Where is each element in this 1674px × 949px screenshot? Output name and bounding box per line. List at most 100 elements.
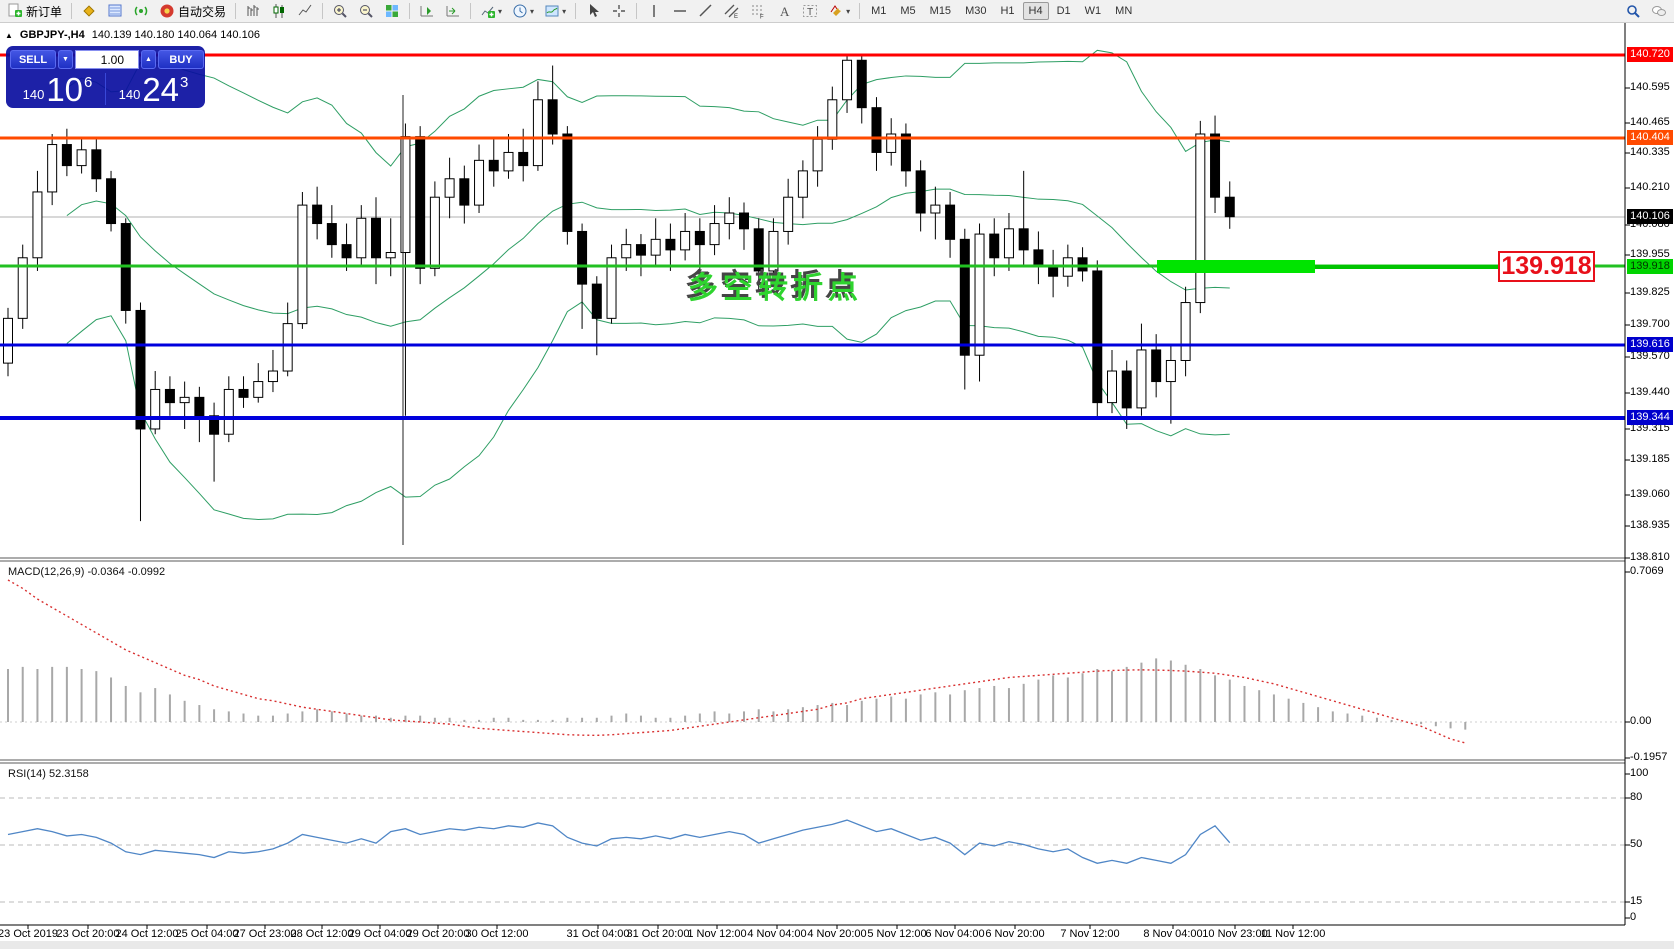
candlestick-button[interactable] xyxy=(267,1,291,21)
svg-text:T: T xyxy=(807,7,813,18)
candle xyxy=(32,170,43,271)
autotrade-button[interactable]: 自动交易 xyxy=(155,1,230,21)
template-icon xyxy=(544,3,560,19)
price-tag: 139.344 xyxy=(1627,410,1673,425)
auto-scroll-button[interactable] xyxy=(441,1,465,21)
candle xyxy=(91,139,102,192)
trendline-button[interactable] xyxy=(694,1,718,21)
navigator-button[interactable] xyxy=(129,1,153,21)
rsi-indicator-label: RSI(14) 52.3158 xyxy=(8,768,89,780)
line-chart-button[interactable] xyxy=(293,1,317,21)
date-label: 23 Oct 20:00 xyxy=(56,928,120,940)
timeframe-w1[interactable]: W1 xyxy=(1084,5,1102,17)
candle xyxy=(385,218,396,277)
timeframe-h4[interactable]: H4 xyxy=(1022,2,1049,20)
candle xyxy=(209,402,220,482)
axis-tick-label: 139.825 xyxy=(1630,286,1670,298)
zoom-out-button[interactable] xyxy=(354,1,378,21)
trendline-icon xyxy=(698,3,714,19)
symbol-info: ▲ GBPJPY-,H4 140.139 140.180 140.064 140… xyxy=(5,29,260,41)
price-tag: 140.404 xyxy=(1627,130,1673,145)
sell-button[interactable]: SELL xyxy=(10,50,56,69)
arrows-button[interactable]: ▾ xyxy=(824,1,854,21)
buy-price[interactable]: 140 24 3 xyxy=(106,71,201,107)
timeframe-m30[interactable]: M30 xyxy=(965,5,987,17)
channel-button[interactable]: E xyxy=(720,1,744,21)
hline-button[interactable] xyxy=(668,1,692,21)
tile-windows-button[interactable] xyxy=(380,1,404,21)
date-label: 29 Oct 20:00 xyxy=(406,928,470,940)
candle xyxy=(1077,247,1088,282)
timeframe-d1[interactable]: D1 xyxy=(1056,5,1071,17)
date-label: 31 Oct 04:00 xyxy=(566,928,630,940)
sell-price-prefix: 140 xyxy=(22,87,45,102)
price-tag: 139.918 xyxy=(1627,259,1673,274)
label-button[interactable]: T xyxy=(798,1,822,21)
price-tag: 139.616 xyxy=(1627,337,1673,352)
navigator-icon xyxy=(133,3,149,19)
fibonacci-icon: F xyxy=(750,3,766,19)
market-watch-button[interactable] xyxy=(77,1,101,21)
candle xyxy=(1048,249,1059,298)
fibonacci-button[interactable]: F xyxy=(746,1,770,21)
candle xyxy=(1033,231,1044,285)
timeframe-m5[interactable]: M5 xyxy=(900,5,916,17)
chevron-down-icon[interactable]: ▾ xyxy=(846,6,851,16)
candle xyxy=(459,165,470,224)
candle xyxy=(223,376,234,443)
vline-button[interactable] xyxy=(642,1,666,21)
date-label: 11 Nov 12:00 xyxy=(1260,928,1326,940)
autotrade-icon xyxy=(159,3,175,19)
search-button[interactable] xyxy=(1621,1,1645,21)
candle xyxy=(488,139,499,187)
date-label: 4 Nov 20:00 xyxy=(807,928,867,940)
sell-price-sup: 6 xyxy=(84,74,93,91)
buy-button[interactable]: BUY xyxy=(158,50,204,69)
chevron-down-icon[interactable]: ▾ xyxy=(498,6,503,16)
collapse-arrow-icon[interactable]: ▲ xyxy=(5,30,13,40)
date-label: 7 Nov 12:00 xyxy=(1060,928,1120,940)
ohlc-values: 140.139 140.180 140.064 140.106 xyxy=(91,29,260,41)
toolbar-separator xyxy=(575,3,577,19)
candle xyxy=(856,55,867,124)
chevron-down-icon[interactable]: ▾ xyxy=(530,6,535,16)
zoom-in-button[interactable] xyxy=(328,1,352,21)
candle xyxy=(739,202,749,250)
template-button[interactable]: ▾ xyxy=(540,1,570,21)
new-order-button[interactable]: 新订单 xyxy=(3,1,66,21)
add-indicator-button[interactable]: ▾ xyxy=(476,1,506,21)
auto-scroll-icon xyxy=(445,3,461,19)
cursor-button[interactable] xyxy=(581,1,605,21)
price-level-flag[interactable]: 139.918 xyxy=(1498,251,1595,282)
market-watch-icon xyxy=(81,3,97,19)
chevron-down-icon[interactable]: ▾ xyxy=(562,6,567,16)
sell-price[interactable]: 140 10 6 xyxy=(10,71,105,107)
axis-tick-label: 139.185 xyxy=(1630,453,1670,465)
data-window-button[interactable] xyxy=(103,1,127,21)
one-click-trading-panel: SELL ▼ ▲ BUY 140 10 6 140 24 3 xyxy=(6,46,205,108)
lot-increase-button[interactable]: ▲ xyxy=(141,50,156,69)
crosshair-button[interactable] xyxy=(607,1,631,21)
vline-icon xyxy=(646,3,662,19)
chat-button[interactable] xyxy=(1647,1,1671,21)
candle xyxy=(341,223,352,271)
timeframe-h1[interactable]: H1 xyxy=(1000,5,1015,17)
channel-icon: E xyxy=(724,3,740,19)
arrows-icon xyxy=(828,3,844,19)
clock-button[interactable]: ▾ xyxy=(508,1,538,21)
lot-decrease-button[interactable]: ▼ xyxy=(58,50,73,69)
chart-text-annotation[interactable]: 多空转折点 xyxy=(688,272,863,305)
lot-size-input[interactable] xyxy=(75,50,139,69)
search-icon xyxy=(1625,3,1641,19)
svg-text:F: F xyxy=(760,15,764,20)
bar-chart-button[interactable] xyxy=(241,1,265,21)
timeframe-m15[interactable]: M15 xyxy=(929,5,952,17)
candle xyxy=(768,218,779,282)
toolbar: 新订单 自动交易 ▾ ▾ ▾ E F A T ▾ M1 M5 M15 M30 H1 H4 D1 W1 MN xyxy=(0,0,1674,23)
text-button[interactable]: A xyxy=(772,1,796,21)
chart-shift-button[interactable] xyxy=(415,1,439,21)
timeframe-m1[interactable]: M1 xyxy=(871,5,887,17)
timeframe-mn[interactable]: MN xyxy=(1115,5,1133,17)
